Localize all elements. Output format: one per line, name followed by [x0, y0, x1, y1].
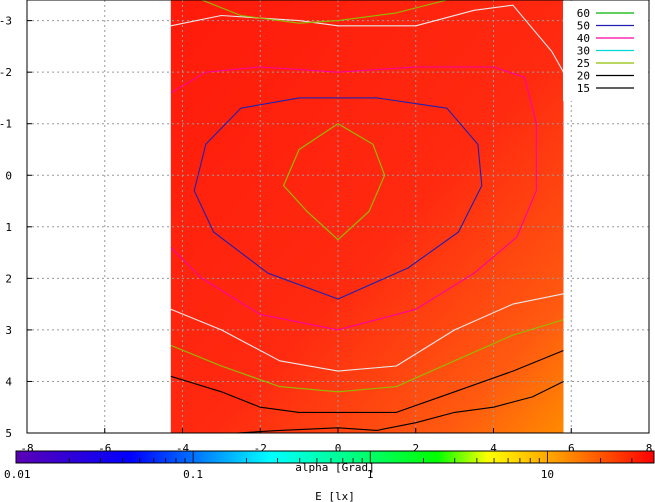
contour-line-50 [193, 97, 483, 300]
colorbar: 0.01 0.1 1 10 [4, 450, 655, 481]
contour-line-15 [236, 381, 564, 433]
legend-label: 40 [577, 32, 590, 45]
legend-label: 30 [577, 45, 590, 58]
y-tick-label: -2 [0, 66, 12, 79]
contour-line-30b [170, 293, 564, 372]
colorbar-tick-label: 0.1 [183, 468, 203, 481]
x-axis-label: alpha [Grad] [295, 461, 374, 474]
legend-label: 60 [577, 7, 590, 20]
colorbar-label: E [lx] [315, 490, 355, 502]
colorbar-tick-label: 10 [541, 468, 554, 481]
y-tick-label: 5 [5, 427, 12, 440]
y-tick-label: 3 [5, 324, 12, 337]
x-tick-label: 2 [412, 442, 419, 455]
contour-line-40 [170, 66, 537, 331]
y-axis-ticks: -3 -2 -1 0 1 2 3 4 5 [0, 15, 32, 440]
y-tick-label: -3 [0, 15, 12, 28]
y-tick-label: 1 [5, 221, 12, 234]
x-tick-label: 0 [335, 442, 342, 455]
legend-label: 50 [577, 20, 590, 33]
contour-line-20 [170, 349, 564, 413]
colorbar-tick-label: 1 [367, 468, 374, 481]
colorbar-ticks: 0.01 0.1 1 10 [4, 451, 655, 481]
y-tick-label: -1 [0, 118, 12, 131]
contour-line-60 [283, 123, 386, 241]
y-tick-label: 4 [5, 375, 12, 388]
x-tick-label: 8 [646, 442, 653, 455]
x-tick-label: 4 [490, 442, 497, 455]
legend-label: 20 [577, 70, 590, 83]
y-tick-label: 2 [5, 272, 12, 285]
x-tick-label: 6 [568, 442, 575, 455]
colorbar-tick-label: 0.01 [4, 468, 31, 481]
contour-lines [170, 0, 564, 433]
contour-line-25 [201, 0, 448, 24]
legend-label: 15 [577, 82, 590, 95]
y-tick-label: 0 [5, 169, 12, 182]
contour-line-30 [170, 4, 564, 73]
contour-line-25b [170, 319, 564, 393]
legend-label: 25 [577, 57, 590, 70]
